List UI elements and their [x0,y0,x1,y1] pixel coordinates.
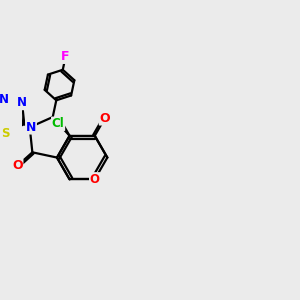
Text: O: O [12,159,23,172]
Text: F: F [61,50,70,63]
Text: Cl: Cl [52,117,64,130]
Text: N: N [17,97,27,110]
Text: S: S [1,127,10,140]
Text: N: N [26,121,36,134]
Text: O: O [100,112,110,125]
Text: N: N [0,92,8,106]
Text: O: O [90,173,100,186]
